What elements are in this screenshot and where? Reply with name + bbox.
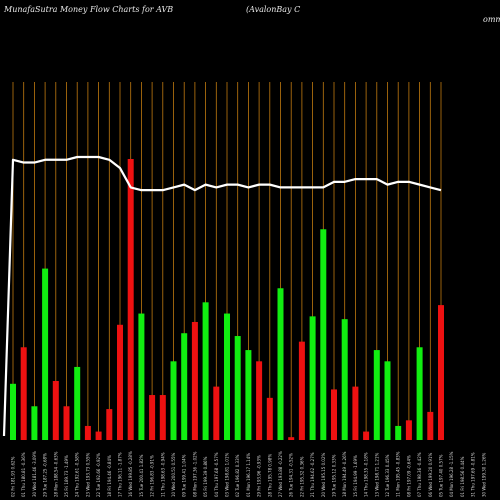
- x-tick-label: 28 Thu 195.78 0.98%: [267, 454, 272, 497]
- flow-bar: [427, 411, 434, 440]
- flow-bar: [245, 350, 252, 440]
- flow-bar: [234, 336, 241, 440]
- x-tick-label: 11 Mon 195.45 -0.83%: [396, 451, 401, 497]
- x-tick-label: 28 Mon 188.54 -0.63%: [53, 451, 58, 497]
- x-tick-label: 12 Tue 196.33 0.45%: [385, 454, 390, 497]
- flow-bar: [320, 229, 327, 440]
- flow-bar: [95, 431, 102, 440]
- chart-subtitle: (AvalonBay C: [246, 5, 300, 14]
- flow-bar: [309, 316, 316, 440]
- flow-bar: [363, 431, 370, 440]
- flow-bar: [277, 288, 284, 440]
- x-tick-label: 09 Tue 199.41 1.04%: [182, 454, 187, 497]
- x-tick-label: 21 Thu 194.62 -0.27%: [310, 452, 315, 497]
- flow-bar: [31, 406, 38, 440]
- chart-subtitle-wrap: ommu: [483, 15, 500, 24]
- x-tick-label: 26 Tue 194.31 -0.52%: [289, 453, 294, 497]
- x-tick-label: 16 Wed 199.85 -0.28%: [128, 451, 133, 497]
- price-line-layer: [2, 155, 442, 437]
- x-tick-label: 13 Wed 198.71 1.21%: [374, 452, 379, 497]
- flow-bar: [373, 350, 380, 440]
- x-tick-label: 01 Mon 196.17 1.14%: [246, 453, 251, 497]
- flow-bar: [191, 321, 198, 440]
- flow-bar: [202, 302, 209, 440]
- x-tick-label: 05 Fri 199.39 0.86%: [203, 456, 208, 497]
- flow-bar: [416, 347, 423, 440]
- price-line: [2, 155, 442, 437]
- x-tick-label: 18 Mon 194.49 -0.26%: [342, 451, 347, 497]
- flow-bar: [395, 425, 402, 440]
- x-tick-label: 23 Wed 193.73 0.55%: [85, 452, 90, 497]
- x-tick-label: 22 Tue 192.66 -0.92%: [96, 453, 101, 497]
- x-tick-label: 02 Fri 181.93 0.62%: [11, 456, 16, 497]
- x-tick-label: 29 Fri 193.96 -0.93%: [257, 455, 262, 497]
- x-tick-label: 04 Mon 196.28 -1.15%: [449, 451, 454, 497]
- x-tick-label: 29 Tue 187.25 -0.68%: [43, 453, 48, 497]
- x-tick-label: 27 Wed 193.88 -0.22%: [278, 451, 283, 497]
- x-tick-label: 19 Tue 195.12 0.33%: [332, 454, 337, 497]
- flow-bar: [42, 268, 49, 440]
- x-tick-label: 11 Thu 198.63 -0.94%: [160, 452, 165, 497]
- flow-bar: [52, 380, 59, 440]
- flow-bar: [438, 305, 444, 440]
- x-tick-label: 06 Wed 199.20 0.91%: [428, 452, 433, 497]
- x-tick-label: 10 Wed 200.51 0.55%: [171, 452, 176, 497]
- x-tick-label: 08 Fri 197.09 -0.64%: [406, 455, 411, 497]
- flow-bar: [74, 366, 81, 440]
- x-tick-label: 12 Fri 196.83 -0.91%: [150, 455, 155, 497]
- flow-bar: [405, 420, 412, 440]
- x-tick-label: 24 Thu 192.61 -0.58%: [75, 452, 80, 497]
- x-tick-label: 03 Wed 198.81 1.01%: [225, 452, 230, 497]
- flow-bar: [149, 395, 156, 440]
- flow-bar: [170, 361, 177, 440]
- x-tick-label: 05 Tue 197.40 0.57%: [439, 454, 444, 497]
- x-tick-labels: 02 Fri 181.93 0.62% 01 Thu 180.81 -0.36% 3…: [11, 451, 487, 497]
- flow-bar: [298, 341, 305, 440]
- x-tick-label: 01 Thu 180.81 -0.36%: [21, 452, 26, 497]
- flow-bar: [20, 347, 27, 440]
- x-tick-label: 30 Wed 199.30 1.26%: [481, 452, 486, 497]
- flow-bar: [138, 313, 145, 440]
- x-tick-label: 22 Fri 195.32 0.36%: [299, 456, 304, 497]
- x-tick-label: 04 Thu 197.68 -0.57%: [214, 452, 219, 497]
- x-tick-label: 14 Thu 198.35 -0.18%: [364, 452, 369, 497]
- flow-bar: [213, 386, 220, 440]
- flow-bar: [384, 361, 391, 440]
- x-tick-label: 31 Thu 197.69 -0.81%: [471, 452, 476, 497]
- x-tick-label: 25 Fri 189.73 -1.49%: [64, 455, 69, 497]
- flow-bars: [10, 159, 444, 440]
- flow-bar: [266, 397, 273, 440]
- x-tick-label: 01 Fri 198.56 0.44%: [460, 456, 465, 497]
- flow-bar: [159, 395, 166, 440]
- flow-bar: [224, 313, 230, 440]
- flow-bar: [181, 333, 188, 440]
- x-tick-label: 15 Fri 194.99 -1.69%: [353, 455, 358, 497]
- x-tick-label: 08 Mon 197.36 -1.02%: [192, 451, 197, 497]
- x-tick-label: 02 Tue 196.82 0.33%: [235, 454, 240, 497]
- chart-title: MunafaSutra Money Flow Charts for AVB: [3, 5, 173, 14]
- flow-bar: [117, 324, 123, 440]
- flow-bar: [106, 409, 113, 440]
- x-tick-label: 30 Wed 181.46 -3.09%: [32, 451, 37, 497]
- flow-bar: [63, 406, 70, 440]
- x-tick-label: 07 Thu 198.36 -0.42%: [417, 452, 422, 497]
- x-tick-label: 15 Tue 200.41 1.82%: [139, 454, 144, 497]
- flow-bar: [331, 389, 337, 440]
- x-tick-label: 17 Thu 196.11 -1.87%: [118, 452, 123, 497]
- flow-bar: [84, 425, 91, 440]
- x-tick-label: 18 Fri 194.46 -0.84%: [107, 455, 112, 497]
- flow-bar: [10, 383, 16, 440]
- x-tick-label: 20 Wed 195.15 0.02%: [321, 452, 326, 497]
- flow-bar: [288, 437, 295, 440]
- flow-bar: [256, 361, 263, 440]
- flow-bar: [127, 159, 134, 440]
- flow-bar: [341, 319, 348, 440]
- flow-bar: [352, 386, 359, 440]
